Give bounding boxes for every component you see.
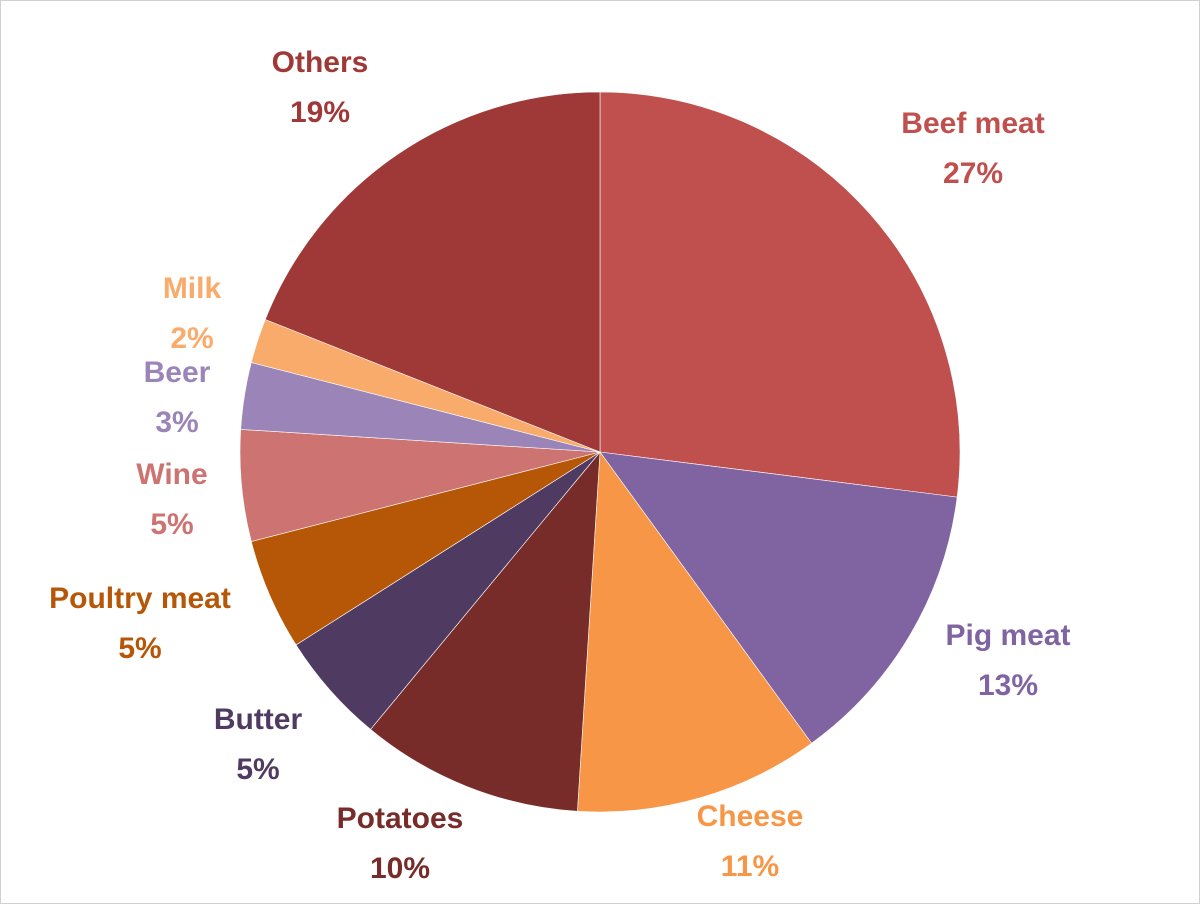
data-label-category: Pig meat: [945, 619, 1070, 652]
data-label-category: Poultry meat: [49, 582, 231, 615]
data-label-percent: 19%: [290, 96, 350, 129]
data-label-category: Beef meat: [901, 107, 1044, 140]
data-label-category: Butter: [214, 703, 303, 736]
data-label-category: Milk: [163, 272, 222, 305]
data-label-category: Others: [272, 46, 369, 79]
data-label-category: Beer: [144, 356, 211, 389]
data-label-percent: 3%: [155, 406, 198, 439]
data-label-beer: Beer 3%: [144, 356, 211, 439]
data-label-percent: 5%: [236, 753, 279, 786]
data-label-pig-meat: Pig meat 13%: [945, 619, 1070, 702]
data-label-cheese: Cheese 11%: [697, 800, 804, 883]
data-label-percent: 13%: [978, 669, 1038, 702]
pie-slice-beef-meat: [599, 91, 961, 498]
data-label-category: Cheese: [697, 800, 804, 833]
data-label-percent: 5%: [118, 632, 161, 665]
pie-slice-cheese: [577, 451, 813, 813]
data-label-beef-meat: Beef meat 27%: [901, 107, 1044, 190]
data-label-category: Potatoes: [337, 802, 464, 835]
data-label-percent: 27%: [943, 157, 1003, 190]
pie-slice-potatoes: [370, 451, 601, 812]
data-label-milk: Milk 2%: [163, 272, 222, 355]
pie-slice-pig-meat: [599, 451, 958, 744]
data-label-percent: 11%: [721, 850, 779, 883]
data-label-wine: Wine 5%: [136, 458, 207, 541]
data-label-percent: 10%: [370, 852, 430, 885]
pie-slices: [239, 91, 961, 813]
data-label-percent: 2%: [170, 322, 213, 355]
data-label-potatoes: Potatoes 10%: [337, 802, 464, 885]
pie-slice-others: [264, 91, 601, 453]
data-label-butter: Butter 5%: [214, 703, 303, 786]
data-label-category: Wine: [136, 458, 207, 491]
data-label-others: Others 19%: [272, 46, 369, 129]
data-label-poultry-meat: Poultry meat 5%: [49, 582, 231, 665]
pie-labels: Beef meat 27% Pig meat 13% Cheese 11% Potatoes…: [49, 46, 1070, 885]
data-label-percent: 5%: [150, 508, 193, 541]
